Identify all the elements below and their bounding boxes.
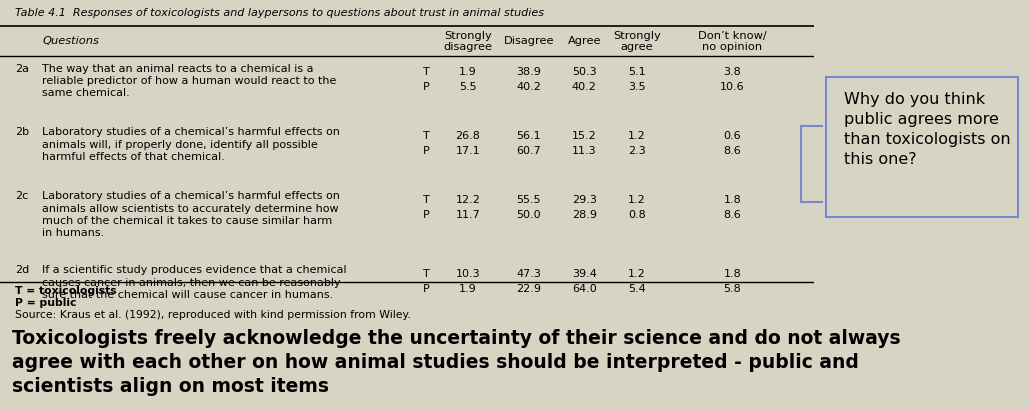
Text: Don’t know/
no opinion: Don’t know/ no opinion bbox=[698, 30, 766, 52]
Text: Toxicologists freely acknowledge the uncertainty of their science and do not alw: Toxicologists freely acknowledge the unc… bbox=[12, 328, 901, 396]
Text: 10.6: 10.6 bbox=[720, 82, 745, 92]
Text: 11.3: 11.3 bbox=[572, 146, 596, 155]
Text: Source: Kraus et al. (1992), reproduced with kind permission from Wiley.: Source: Kraus et al. (1992), reproduced … bbox=[14, 309, 410, 319]
Text: 39.4: 39.4 bbox=[572, 269, 596, 279]
Text: P: P bbox=[423, 283, 430, 293]
Text: 1.2: 1.2 bbox=[628, 131, 646, 141]
Text: 2c: 2c bbox=[14, 191, 28, 201]
Text: 2d: 2d bbox=[14, 265, 29, 275]
Text: Strongly
disagree: Strongly disagree bbox=[443, 30, 492, 52]
Text: 5.5: 5.5 bbox=[459, 82, 477, 92]
Text: 12.2: 12.2 bbox=[455, 195, 480, 204]
Text: 1.2: 1.2 bbox=[628, 195, 646, 204]
Text: Table 4.1  Responses of toxicologists and laypersons to questions about trust in: Table 4.1 Responses of toxicologists and… bbox=[14, 8, 544, 18]
Text: T: T bbox=[423, 67, 430, 77]
Text: 28.9: 28.9 bbox=[572, 209, 596, 220]
Text: 1.8: 1.8 bbox=[723, 195, 742, 204]
Text: The way that an animal reacts to a chemical is a
reliable predictor of how a hum: The way that an animal reacts to a chemi… bbox=[42, 63, 337, 98]
Text: 8.6: 8.6 bbox=[723, 146, 742, 155]
Text: 3.5: 3.5 bbox=[628, 82, 646, 92]
Text: T: T bbox=[423, 269, 430, 279]
Text: 2a: 2a bbox=[14, 63, 29, 73]
Text: Agree: Agree bbox=[568, 36, 600, 46]
Text: 15.2: 15.2 bbox=[572, 131, 596, 141]
Text: 22.9: 22.9 bbox=[516, 283, 542, 293]
Text: T: T bbox=[423, 131, 430, 141]
Text: 55.5: 55.5 bbox=[517, 195, 541, 204]
Text: 2b: 2b bbox=[14, 127, 29, 137]
Text: 0.6: 0.6 bbox=[723, 131, 742, 141]
Text: 5.1: 5.1 bbox=[628, 67, 646, 77]
Text: 1.2: 1.2 bbox=[628, 269, 646, 279]
Text: 50.3: 50.3 bbox=[572, 67, 596, 77]
Text: Why do you think
public agrees more
than toxicologists on
this one?: Why do you think public agrees more than… bbox=[844, 92, 1010, 166]
Text: P: P bbox=[423, 209, 430, 220]
Text: 10.3: 10.3 bbox=[455, 269, 480, 279]
Text: 2.3: 2.3 bbox=[628, 146, 646, 155]
Text: P = public: P = public bbox=[14, 297, 76, 307]
Text: 0.8: 0.8 bbox=[628, 209, 646, 220]
Text: 17.1: 17.1 bbox=[455, 146, 480, 155]
Text: 5.8: 5.8 bbox=[723, 283, 742, 293]
Text: P: P bbox=[423, 82, 430, 92]
Text: 40.2: 40.2 bbox=[572, 82, 596, 92]
Text: 56.1: 56.1 bbox=[517, 131, 541, 141]
Text: Disagree: Disagree bbox=[504, 36, 554, 46]
Text: 8.6: 8.6 bbox=[723, 209, 742, 220]
Text: 3.8: 3.8 bbox=[723, 67, 742, 77]
Text: Laboratory studies of a chemical’s harmful effects on
animals will, if properly : Laboratory studies of a chemical’s harmf… bbox=[42, 127, 340, 162]
Text: 50.0: 50.0 bbox=[517, 209, 541, 220]
Text: 38.9: 38.9 bbox=[516, 67, 542, 77]
Text: 26.8: 26.8 bbox=[455, 131, 480, 141]
Text: Strongly
agree: Strongly agree bbox=[613, 30, 661, 52]
Text: Questions: Questions bbox=[42, 36, 99, 46]
Text: 11.7: 11.7 bbox=[455, 209, 480, 220]
Text: 1.9: 1.9 bbox=[459, 283, 477, 293]
Text: 1.8: 1.8 bbox=[723, 269, 742, 279]
Text: Laboratory studies of a chemical’s harmful effects on
animals allow scientists t: Laboratory studies of a chemical’s harmf… bbox=[42, 191, 340, 238]
Text: T: T bbox=[423, 195, 430, 204]
Text: 40.2: 40.2 bbox=[516, 82, 542, 92]
Text: T = toxicologists: T = toxicologists bbox=[14, 285, 116, 295]
Text: 5.4: 5.4 bbox=[628, 283, 646, 293]
Text: 1.9: 1.9 bbox=[459, 67, 477, 77]
Text: P: P bbox=[423, 146, 430, 155]
Text: 60.7: 60.7 bbox=[516, 146, 542, 155]
Text: If a scientific study produces evidence that a chemical
causes cancer in animals: If a scientific study produces evidence … bbox=[42, 265, 347, 299]
Text: 29.3: 29.3 bbox=[572, 195, 596, 204]
Text: 64.0: 64.0 bbox=[572, 283, 596, 293]
Text: 47.3: 47.3 bbox=[516, 269, 542, 279]
